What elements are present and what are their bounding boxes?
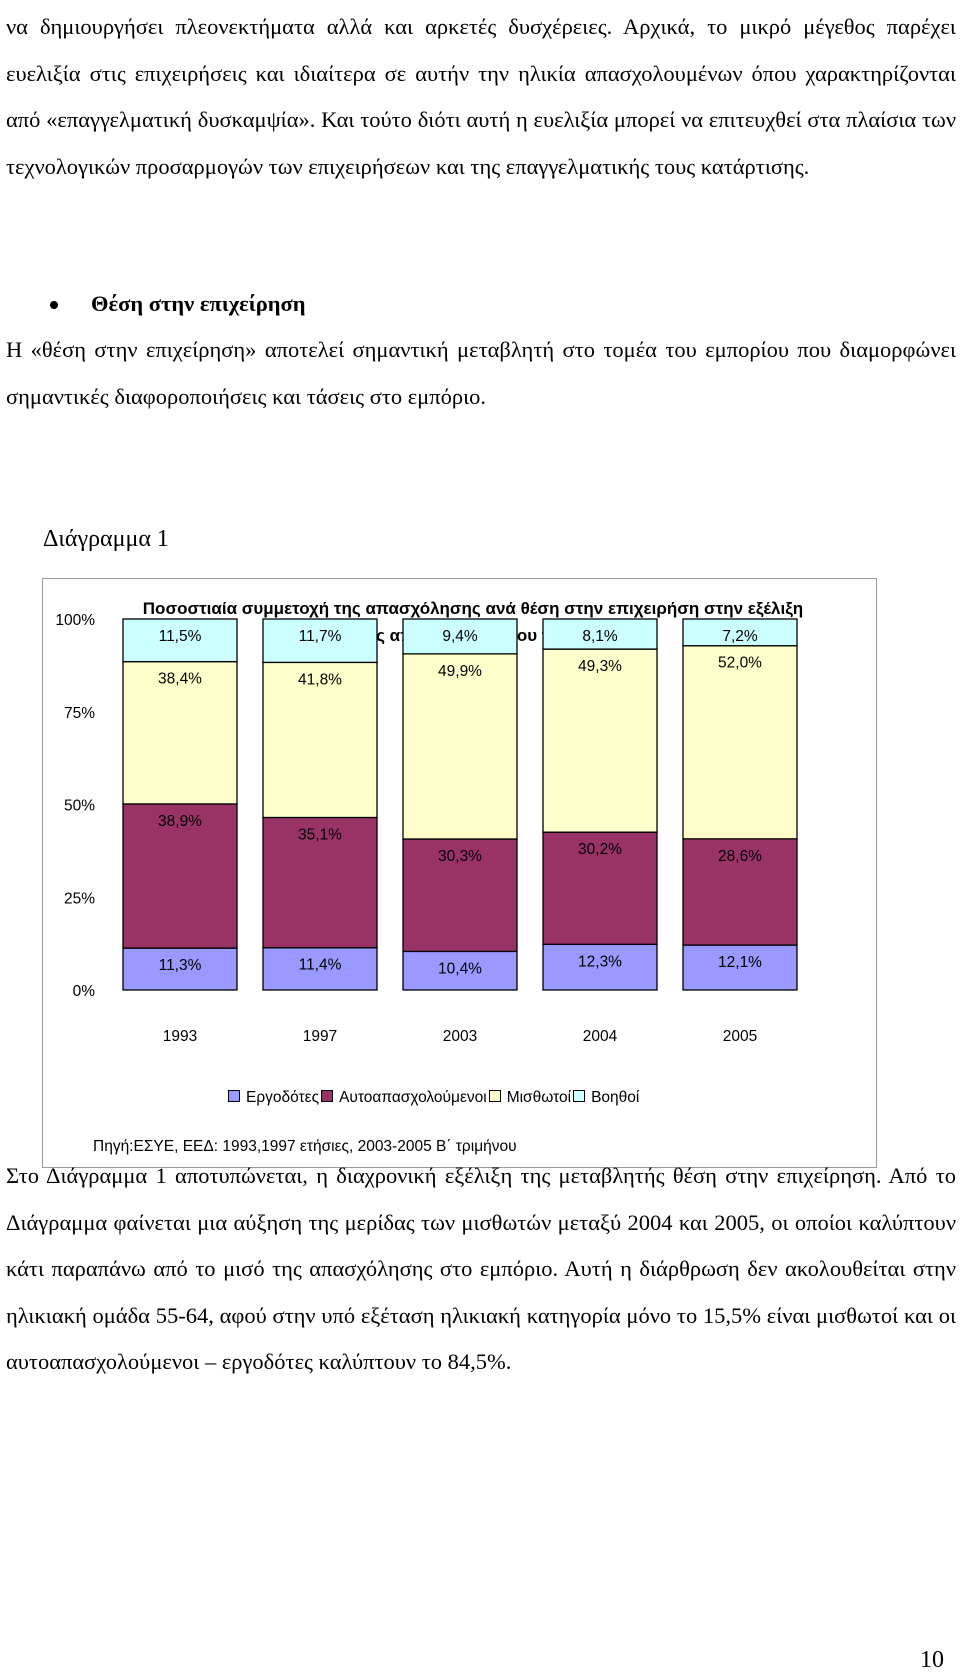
bar-data-label: 8,1%	[582, 628, 618, 645]
legend-label: Βοηθοί	[591, 1089, 640, 1106]
bar-data-label: 12,3%	[578, 953, 622, 970]
bar-segment	[122, 618, 238, 663]
bar-data-label: 30,3%	[438, 848, 482, 865]
bar-data-label: 12,1%	[718, 954, 762, 971]
x-tick-label: 2005	[723, 1028, 757, 1045]
bar-segment	[402, 838, 518, 953]
chart-frame: Ποσοστιαία συμμετοχή της απασχόλησης ανά…	[42, 578, 877, 1168]
y-tick-label: 50%	[64, 798, 95, 815]
chart-legend: Εργοδότες Αυτοαπασχολούμενοι Μισθωτοί Βοηθο…	[228, 1089, 641, 1107]
bar-segment	[542, 943, 658, 991]
bar-data-label: 30,2%	[578, 841, 622, 858]
bullet-heading: Θέση στην επιχείρηση	[91, 291, 306, 316]
bar-data-label: 7,2%	[722, 628, 758, 645]
bar-segment	[262, 947, 378, 991]
chart-source: Πηγή:ΕΣΥΕ, ΕΕΔ: 1993,1997 ετήσιες, 2003-…	[93, 1138, 517, 1155]
bar-data-label: 11,4%	[299, 957, 342, 974]
legend-item: Εργοδότες	[228, 1089, 319, 1107]
bar-data-label: 9,4%	[442, 628, 478, 645]
bar-segment	[682, 645, 798, 840]
paragraph-top: να δημιουργήσει πλεονεκτήματα αλλά και α…	[6, 14, 956, 179]
bar-segment	[262, 618, 378, 664]
bar-data-label: 41,8%	[298, 671, 342, 688]
legend-label: Αυτοαπασχολούμενοι	[339, 1089, 487, 1106]
bar-data-label: 35,1%	[298, 826, 342, 843]
y-tick-label: 0%	[73, 983, 96, 1000]
bar-segment	[402, 653, 518, 840]
bar-data-label: 11,7%	[299, 628, 342, 645]
y-tick-label: 25%	[64, 890, 95, 907]
bar-segment	[682, 838, 798, 946]
legend-swatch	[573, 1090, 586, 1102]
y-tick-label: 75%	[64, 705, 95, 722]
legend-swatch	[321, 1090, 334, 1102]
bar-data-label: 49,3%	[578, 658, 622, 675]
legend-label: Εργοδότες	[246, 1089, 320, 1106]
x-tick-label: 1997	[303, 1028, 337, 1045]
bar-segment	[122, 803, 238, 949]
bar-data-label: 49,9%	[438, 663, 482, 680]
legend-item: Αυτοαπασχολούμενοι	[321, 1089, 487, 1107]
x-tick-label: 1993	[163, 1028, 197, 1045]
figure-caption: Διάγραμμα 1	[43, 526, 169, 552]
bar-segment	[542, 831, 658, 945]
bar-data-label: 52,0%	[718, 655, 762, 672]
page-number: 10	[920, 1647, 944, 1673]
bullet-icon	[50, 301, 58, 309]
paragraph-bottom: Στο Διάγραμμα 1 αποτυπώνεται, η διαχρονι…	[6, 1163, 956, 1374]
paragraph-section: Η «θέση στην επιχείρηση» αποτελεί σημαντ…	[6, 337, 956, 409]
bar-data-label: 38,9%	[158, 813, 202, 830]
bar-data-label: 10,4%	[438, 960, 482, 977]
x-tick-label: 2004	[583, 1028, 618, 1045]
bar-segment	[262, 816, 378, 949]
bar-segment	[122, 660, 238, 805]
bar-segment	[542, 648, 658, 833]
bar-segment	[682, 618, 798, 647]
legend-swatch	[488, 1090, 501, 1102]
legend-item: Βοηθοί	[573, 1089, 639, 1107]
bar-segment	[542, 618, 658, 650]
bar-data-label: 11,3%	[159, 957, 202, 974]
legend-item: Μισθωτοί	[488, 1089, 572, 1107]
bar-segment	[402, 618, 518, 655]
bar-data-label: 28,6%	[718, 848, 762, 865]
bar-segment	[122, 947, 238, 991]
y-tick-label: 100%	[55, 612, 95, 629]
bar-data-label: 38,4%	[158, 671, 202, 688]
x-tick-label: 2003	[443, 1028, 477, 1045]
legend-label: Μισθωτοί	[506, 1089, 572, 1106]
bar-data-label: 11,5%	[159, 628, 202, 645]
chart-plot: 0% 25% 50% 75% 100% 11,3% 38,9% 38,4% 11,5% 1993 1…	[55, 612, 798, 1045]
legend-swatch	[228, 1090, 240, 1102]
